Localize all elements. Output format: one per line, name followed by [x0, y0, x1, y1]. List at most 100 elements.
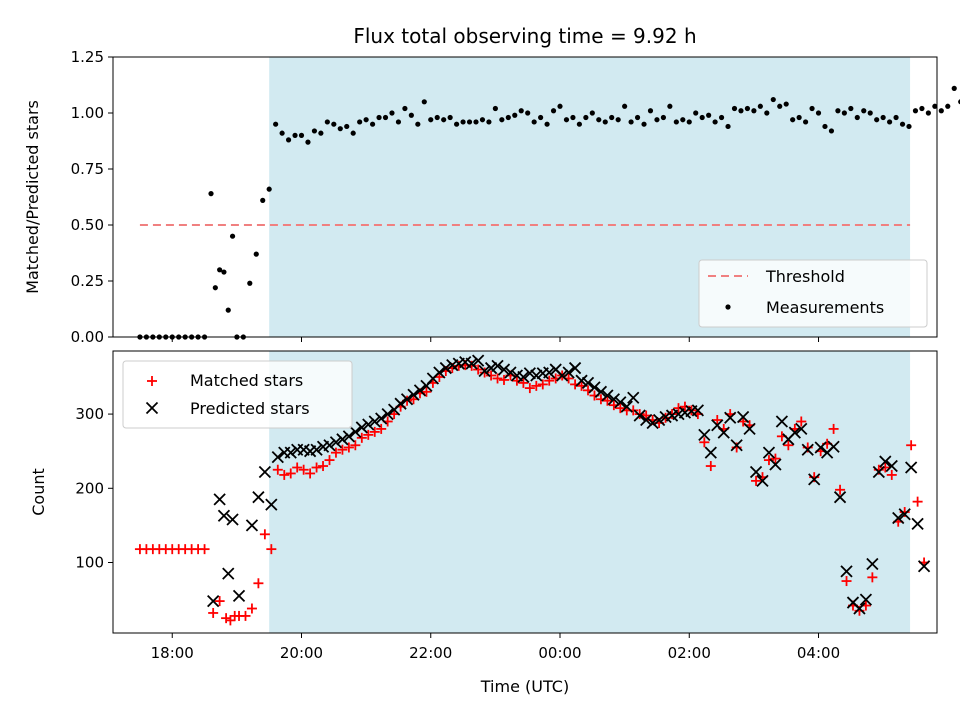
predicted-star-point	[724, 411, 737, 424]
predicted-star-point	[730, 439, 743, 452]
measurement-point	[473, 119, 479, 125]
measurement-point	[260, 197, 266, 203]
predicted-star-point	[872, 465, 885, 479]
predicted-star-point	[323, 439, 336, 452]
count-y-tick-label: 100	[75, 554, 104, 572]
cross-stroke	[911, 517, 924, 531]
cross-stroke	[549, 363, 562, 376]
cross-stroke	[562, 366, 575, 379]
cross-stroke	[381, 407, 394, 421]
measurement-point	[945, 103, 951, 109]
measurement-point	[570, 114, 576, 121]
cross-stroke	[795, 422, 808, 436]
measurement-point	[602, 119, 608, 125]
measurement-point	[212, 285, 218, 291]
measurement-point	[544, 121, 550, 127]
predicted-star-point	[614, 396, 627, 409]
matched-star-point	[221, 613, 232, 624]
measurement-point	[854, 114, 860, 121]
measurement-point	[363, 117, 369, 123]
predicted-star-point	[691, 404, 705, 417]
cross-stroke	[827, 440, 840, 453]
matched-star-point	[841, 576, 852, 587]
ratio-y-tick-label: 0.25	[71, 272, 104, 290]
measurement-point	[229, 233, 236, 239]
x-tick-label: 20:00	[280, 644, 323, 662]
cross-stroke	[872, 465, 885, 479]
predicted-star-point	[866, 557, 879, 571]
matched-star-point	[906, 440, 917, 451]
matched-star-point	[240, 610, 251, 621]
predicted-stars-points	[207, 354, 931, 615]
measurement-point	[867, 110, 873, 116]
cross-stroke	[368, 415, 381, 428]
matched-star-point	[421, 386, 432, 397]
predicted-star-point	[898, 508, 911, 521]
predicted-star-point	[556, 369, 569, 382]
measurement-point	[376, 114, 382, 121]
predicted-star-point	[588, 381, 601, 394]
measurement-point	[311, 128, 318, 134]
count-y-ticks: 100 200 300	[75, 405, 113, 572]
measurement-point	[828, 128, 835, 134]
cross-stroke	[762, 446, 776, 459]
cross-stroke	[394, 397, 407, 410]
measurement-point	[531, 119, 537, 125]
count-panel: 100 200 300 18:00 20:00 22:00 00:00 02:00 04:00…	[29, 350, 938, 696]
predicted-star-point	[808, 473, 821, 486]
measurement-point	[628, 119, 634, 125]
predicted-star-point	[627, 391, 640, 404]
ratio-y-tick-label: 1.00	[71, 104, 104, 122]
predicted-star-point	[310, 443, 323, 456]
cross-stroke	[917, 560, 931, 573]
matched-star-point	[324, 455, 335, 466]
measurement-point	[667, 103, 673, 109]
cross-stroke	[484, 361, 498, 375]
predicted-star-point	[439, 361, 452, 375]
matched-star-point	[751, 475, 762, 486]
predicted-star-point	[917, 560, 931, 573]
matched-star-point	[796, 416, 807, 427]
matched-star-point	[615, 403, 626, 414]
predicted-star-point	[368, 415, 381, 428]
predicted-star-point	[581, 376, 595, 390]
count-legend-box	[122, 360, 353, 429]
measurement-point	[835, 108, 841, 114]
matched-star-point	[763, 455, 774, 466]
matched-star-point	[498, 374, 509, 385]
x-tick-label: 04:00	[797, 644, 840, 662]
measurement-point	[421, 99, 427, 105]
predicted-star-point	[413, 384, 427, 397]
measurement-point	[938, 108, 944, 114]
measurement-point	[777, 103, 783, 109]
measurement-point	[919, 105, 925, 112]
cross-stroke	[691, 404, 705, 417]
legend-predicted-swatch	[145, 401, 159, 415]
legend-measurements-swatch	[725, 304, 731, 310]
count-legend: Matched stars Predicted stars	[122, 360, 353, 429]
measurement-point	[848, 105, 854, 112]
cross-stroke	[472, 354, 485, 367]
measurement-point	[225, 307, 231, 313]
cross-stroke	[620, 400, 633, 413]
predicted-star-point	[407, 388, 420, 401]
x-axis-label: Time (UTC)	[480, 677, 569, 696]
measurement-point	[615, 117, 621, 123]
matched-star-point	[634, 409, 645, 420]
predicted-star-point	[704, 446, 717, 459]
measurement-point	[563, 117, 570, 123]
measurement-point	[822, 123, 828, 130]
cross-stroke	[530, 369, 543, 382]
matched-star-point	[311, 462, 322, 473]
measurement-point	[589, 110, 595, 116]
cross-stroke	[769, 458, 782, 471]
cross-stroke	[400, 393, 414, 406]
cross-stroke	[226, 513, 239, 526]
cross-stroke	[743, 422, 756, 436]
measurement-point	[428, 117, 434, 123]
predicted-star-point	[885, 459, 898, 473]
predicted-star-point	[633, 409, 646, 422]
predicted-star-point	[355, 421, 368, 434]
predicted-star-point	[375, 412, 388, 425]
measurement-point	[583, 114, 589, 121]
